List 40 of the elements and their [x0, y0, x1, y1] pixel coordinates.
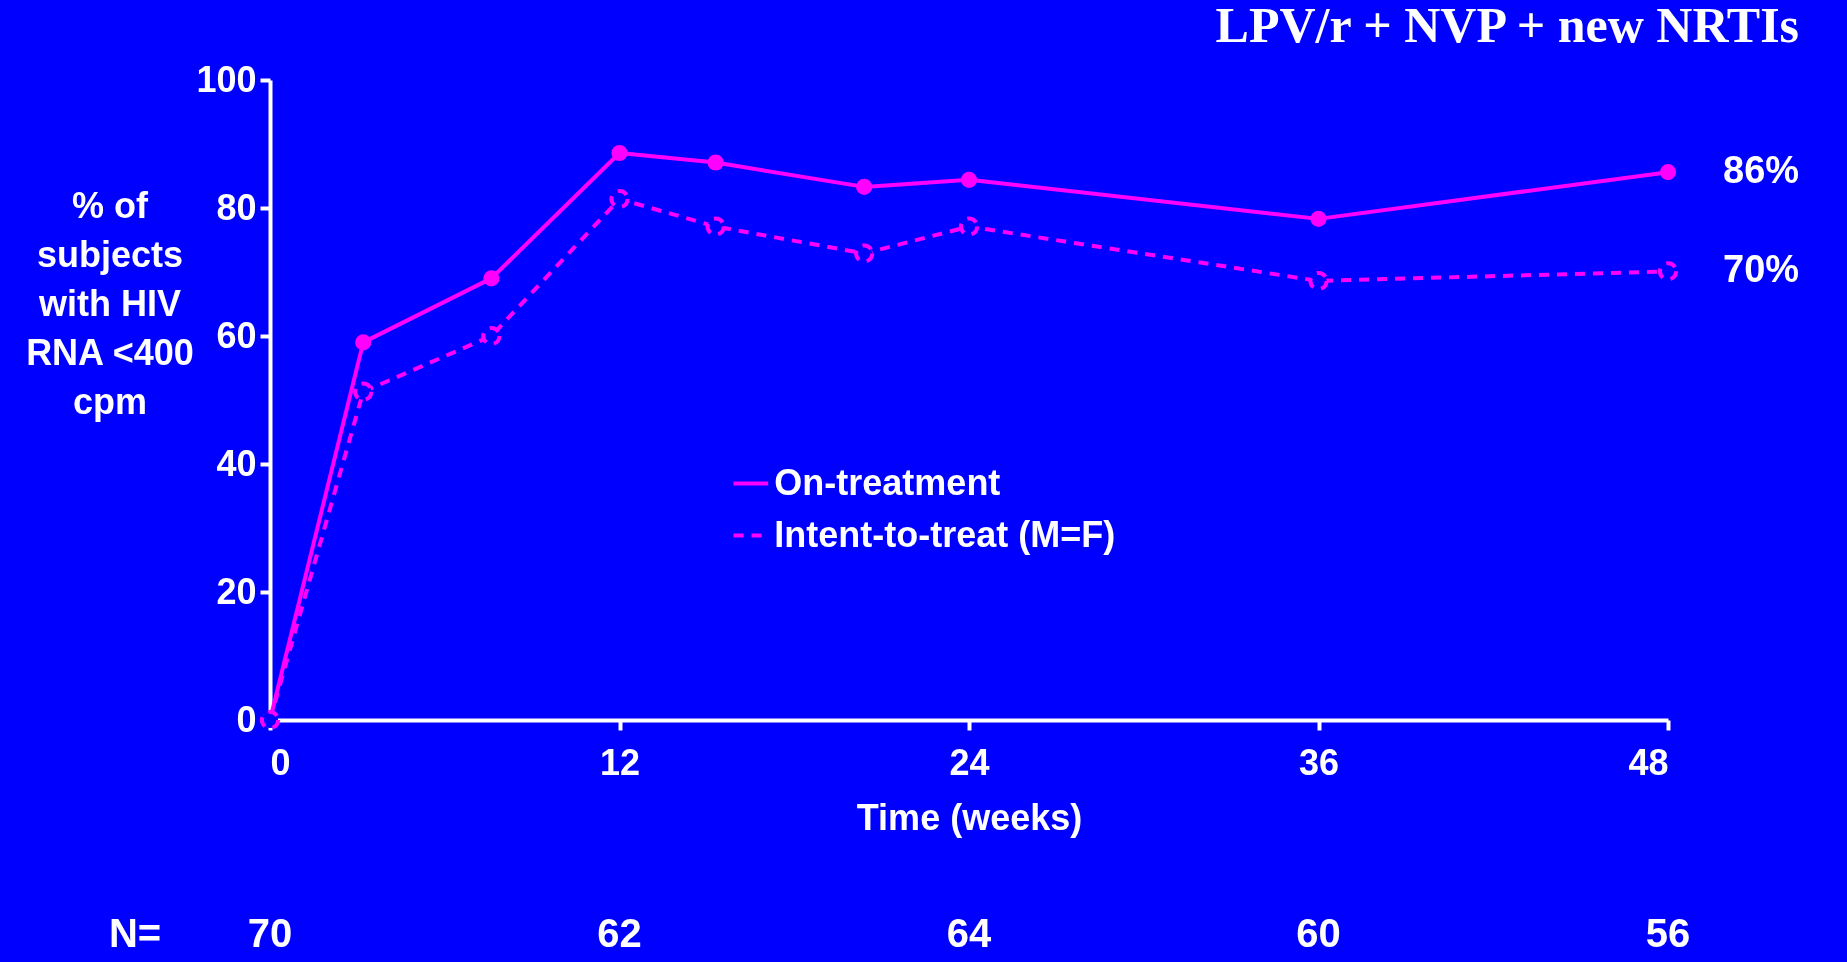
data-label: 86%: [1723, 149, 1800, 192]
x-tick-label: 36: [1298, 741, 1340, 783]
data-label: 70%: [1723, 248, 1800, 291]
x-tick-label: 24: [949, 741, 990, 783]
text: 60: [1296, 911, 1341, 955]
y-tick-label: 0: [236, 698, 257, 740]
point: [958, 216, 980, 237]
text: 62: [597, 911, 642, 955]
point: [611, 144, 628, 162]
text: 56: [1645, 911, 1691, 955]
y-tick-label: 20: [216, 570, 257, 612]
point: [707, 154, 724, 171]
point: [705, 216, 726, 237]
point: [355, 334, 372, 351]
text: 70: [247, 911, 293, 955]
point: [483, 270, 500, 287]
y-tick-label: 60: [216, 314, 257, 356]
point: [1659, 164, 1677, 181]
y-axis-title: % of subjects with HIV RNA <400 cpm: [26, 185, 194, 422]
point: [1308, 270, 1329, 292]
point: [1310, 210, 1327, 227]
text: N=: [108, 911, 162, 955]
point: [856, 178, 873, 195]
y-tick-label: 80: [216, 186, 257, 228]
point: [1657, 261, 1679, 282]
x-tick-label: 48: [1628, 741, 1669, 783]
y-tick-label: 40: [216, 442, 257, 484]
point: [481, 325, 502, 347]
legend-label: Intent-to-treat (M=F): [774, 513, 1116, 555]
point: [960, 171, 978, 188]
legend-label: On-treatment: [774, 461, 1001, 503]
point: [854, 243, 875, 264]
text: 64: [946, 911, 992, 955]
y-tick-label: 100: [196, 58, 257, 100]
point: [609, 188, 630, 210]
chart-title: LPV/r + NVP + new NRTIs: [1215, 0, 1800, 53]
x-axis-title: Time (weeks): [856, 796, 1083, 838]
x-tick-label: 0: [270, 741, 291, 783]
point: [353, 381, 374, 402]
x-tick-label: 12: [599, 741, 641, 783]
